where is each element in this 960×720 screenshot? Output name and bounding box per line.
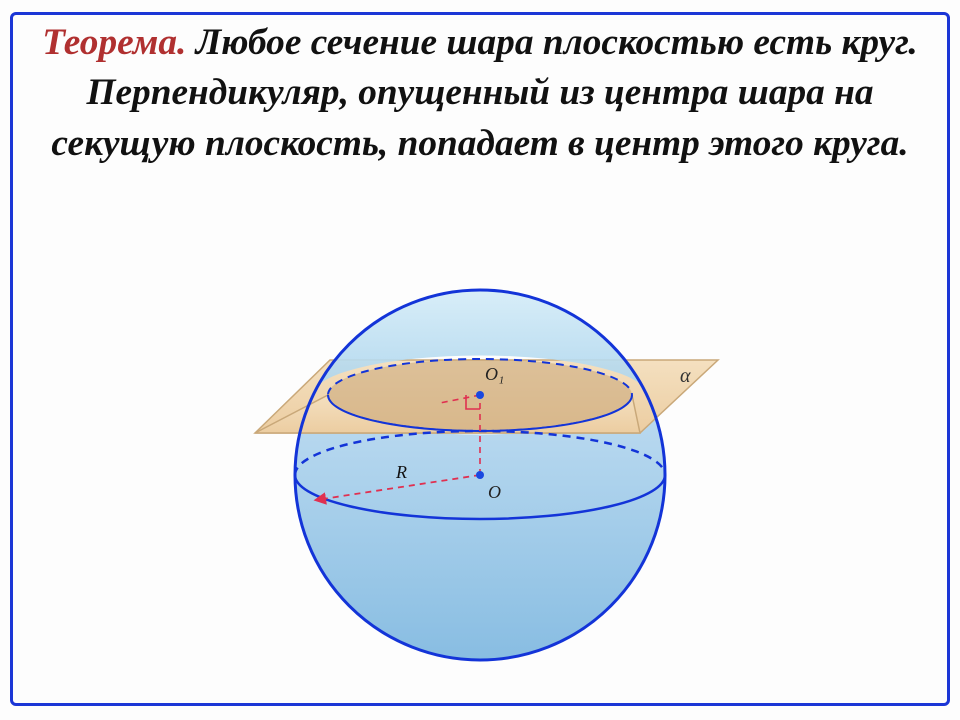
- label-alpha: α: [680, 365, 691, 387]
- label-O1: O₁: [485, 364, 504, 384]
- slide-stage: Теорема. Любое сечение шара плоскостью е…: [0, 0, 960, 720]
- label-O: O: [488, 482, 501, 502]
- sphere-lower: [295, 395, 665, 660]
- center-dot: [476, 471, 484, 479]
- center-dot: [476, 391, 484, 399]
- label-R: R: [395, 462, 407, 482]
- theorem-keyword: Теорема.: [42, 22, 186, 63]
- theorem-text: Теорема. Любое сечение шара плоскостью е…: [2, 18, 958, 169]
- sphere-section-figure: O O₁ Rα: [220, 240, 740, 670]
- figure-container: O O₁ Rα: [0, 240, 960, 700]
